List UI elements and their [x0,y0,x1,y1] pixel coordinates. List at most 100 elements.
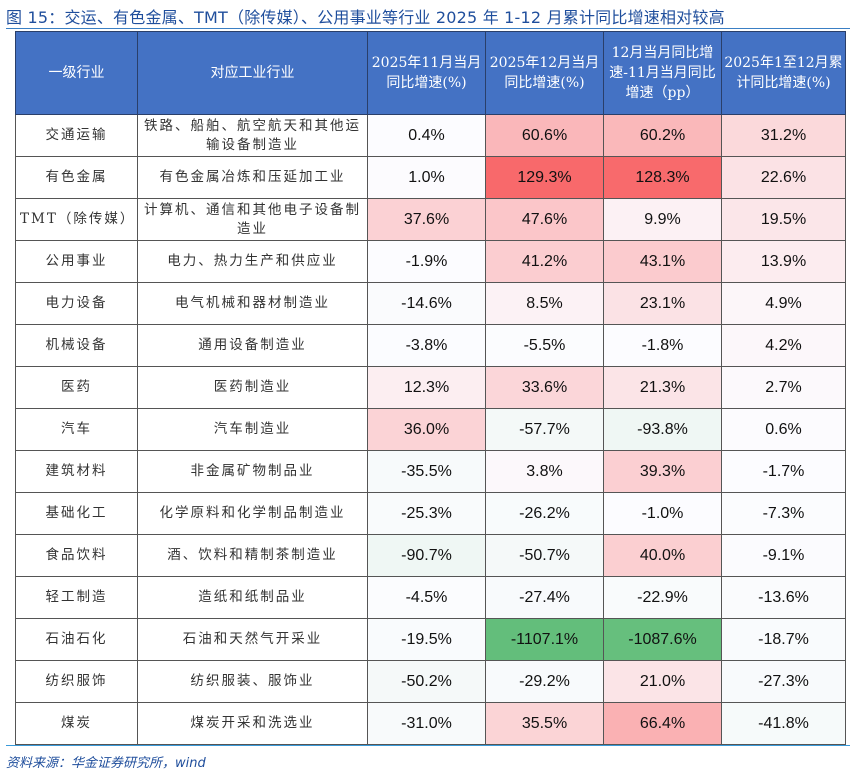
value-cell: 31.2% [721,114,846,157]
value-cell: 0.4% [367,114,486,157]
value-cell: 3.8% [485,450,604,493]
industry-cell: 计算机、通信和其他电子设备制造业 [137,198,368,241]
industry-cell: 铁路、船舶、航空航天和其他运输设备制造业 [137,114,368,157]
industry-cell: 酒、饮料和精制茶制造业 [137,534,368,577]
industry-cell: 煤炭开采和洗选业 [137,702,368,745]
value-cell: 128.3% [603,156,722,199]
value-cell: -31.0% [367,702,486,745]
header-industry: 对应工业行业 [137,31,368,115]
value-cell: -1.8% [603,324,722,367]
sector-cell: 食品饮料 [15,534,138,577]
value-cell: 1.0% [367,156,486,199]
sector-cell: 医药 [15,366,138,409]
sector-cell: 石油石化 [15,618,138,661]
value-cell: 41.2% [485,240,604,283]
value-cell: -22.9% [603,576,722,619]
table-row: 轻工制造 造纸和纸制品业 -4.5% -27.4% -22.9% -13.6% [15,576,846,619]
value-cell: 19.5% [721,198,846,241]
value-cell: 60.6% [485,114,604,157]
value-cell: -26.2% [485,492,604,535]
sector-cell: 电力设备 [15,282,138,325]
industry-cell: 通用设备制造业 [137,324,368,367]
sector-cell: TMT（除传媒） [15,198,138,241]
value-cell: -35.5% [367,450,486,493]
source-note: 资料来源：华金证券研究所，wind [6,756,206,771]
value-cell: -14.6% [367,282,486,325]
value-cell: -5.5% [485,324,604,367]
table-row: 医药 医药制造业 12.3% 33.6% 21.3% 2.7% [15,366,846,409]
table-row: 机械设备 通用设备制造业 -3.8% -5.5% -1.8% 4.2% [15,324,846,367]
value-cell: 23.1% [603,282,722,325]
sector-cell: 轻工制造 [15,576,138,619]
table-row: 食品饮料 酒、饮料和精制茶制造业 -90.7% -50.7% 40.0% -9.1% [15,534,846,577]
value-cell: -57.7% [485,408,604,451]
value-cell: 35.5% [485,702,604,745]
value-cell: -41.8% [721,702,846,745]
table-row: 电力设备 电气机械和器材制造业 -14.6% 8.5% 23.1% 4.9% [15,282,846,325]
industry-cell: 汽车制造业 [137,408,368,451]
industry-cell: 有色金属冶炼和压延加工业 [137,156,368,199]
sector-cell: 机械设备 [15,324,138,367]
value-cell: 43.1% [603,240,722,283]
value-cell: -50.2% [367,660,486,703]
table-row: TMT（除传媒） 计算机、通信和其他电子设备制造业 37.6% 47.6% 9.9% 19… [15,198,846,241]
value-cell: 40.0% [603,534,722,577]
value-cell: 21.0% [603,660,722,703]
sector-cell: 公用事业 [15,240,138,283]
value-cell: -27.3% [721,660,846,703]
value-cell: -25.3% [367,492,486,535]
value-cell: -4.5% [367,576,486,619]
industry-cell: 纺织服装、服饰业 [137,660,368,703]
header-row: 一级行业 对应工业行业 2025年11月当月同比增速(%) 2025年12月当月… [15,31,846,115]
table-row: 汽车 汽车制造业 36.0% -57.7% -93.8% 0.6% [15,408,846,451]
footer-divider [6,745,850,746]
industry-cell: 造纸和纸制品业 [137,576,368,619]
table-row: 公用事业 电力、热力生产和供应业 -1.9% 41.2% 43.1% 13.9% [15,240,846,283]
value-cell: -50.7% [485,534,604,577]
value-cell: 47.6% [485,198,604,241]
value-cell: -1.0% [603,492,722,535]
value-cell: 12.3% [367,366,486,409]
value-cell: 39.3% [603,450,722,493]
value-cell: 13.9% [721,240,846,283]
value-cell: 22.6% [721,156,846,199]
value-cell: -1.9% [367,240,486,283]
value-cell: 2.7% [721,366,846,409]
industry-cell: 石油和天然气开采业 [137,618,368,661]
table-row: 煤炭 煤炭开采和洗选业 -31.0% 35.5% 66.4% -41.8% [15,702,846,745]
industry-cell: 电力、热力生产和供应业 [137,240,368,283]
value-cell: -93.8% [603,408,722,451]
industry-cell: 化学原料和化学制品制造业 [137,492,368,535]
header-diff-pp: 12月当月同比增速-11月当月同比增速（pp） [603,31,722,115]
value-cell: 33.6% [485,366,604,409]
value-cell: 8.5% [485,282,604,325]
value-cell: 129.3% [485,156,604,199]
value-cell: -29.2% [485,660,604,703]
value-cell: -13.6% [721,576,846,619]
value-cell: -3.8% [367,324,486,367]
value-cell: -1107.1% [485,618,604,661]
value-cell: -9.1% [721,534,846,577]
header-nov-yoy: 2025年11月当月同比增速(%) [367,31,486,115]
industry-cell: 非金属矿物制品业 [137,450,368,493]
value-cell: -90.7% [367,534,486,577]
value-cell: 21.3% [603,366,722,409]
header-dec-yoy: 2025年12月当月同比增速(%) [485,31,604,115]
value-cell: -1.7% [721,450,846,493]
value-cell: -18.7% [721,618,846,661]
table-row: 基础化工 化学原料和化学制品制造业 -25.3% -26.2% -1.0% -7.3% [15,492,846,535]
value-cell: -19.5% [367,618,486,661]
value-cell: -1087.6% [603,618,722,661]
table-row: 纺织服饰 纺织服装、服饰业 -50.2% -29.2% 21.0% -27.3% [15,660,846,703]
table-row: 建筑材料 非金属矿物制品业 -35.5% 3.8% 39.3% -1.7% [15,450,846,493]
value-cell: 4.9% [721,282,846,325]
table-row: 有色金属 有色金属冶炼和压延加工业 1.0% 129.3% 128.3% 22.6% [15,156,846,199]
sector-cell: 纺织服饰 [15,660,138,703]
industry-cell: 电气机械和器材制造业 [137,282,368,325]
title-divider [6,28,850,29]
figure-title: 图 15：交运、有色金属、TMT（除传媒）、公用事业等行业 2025 年 1-1… [6,8,725,27]
sector-cell: 交通运输 [15,114,138,157]
value-cell: 37.6% [367,198,486,241]
value-cell: 66.4% [603,702,722,745]
value-cell: 60.2% [603,114,722,157]
